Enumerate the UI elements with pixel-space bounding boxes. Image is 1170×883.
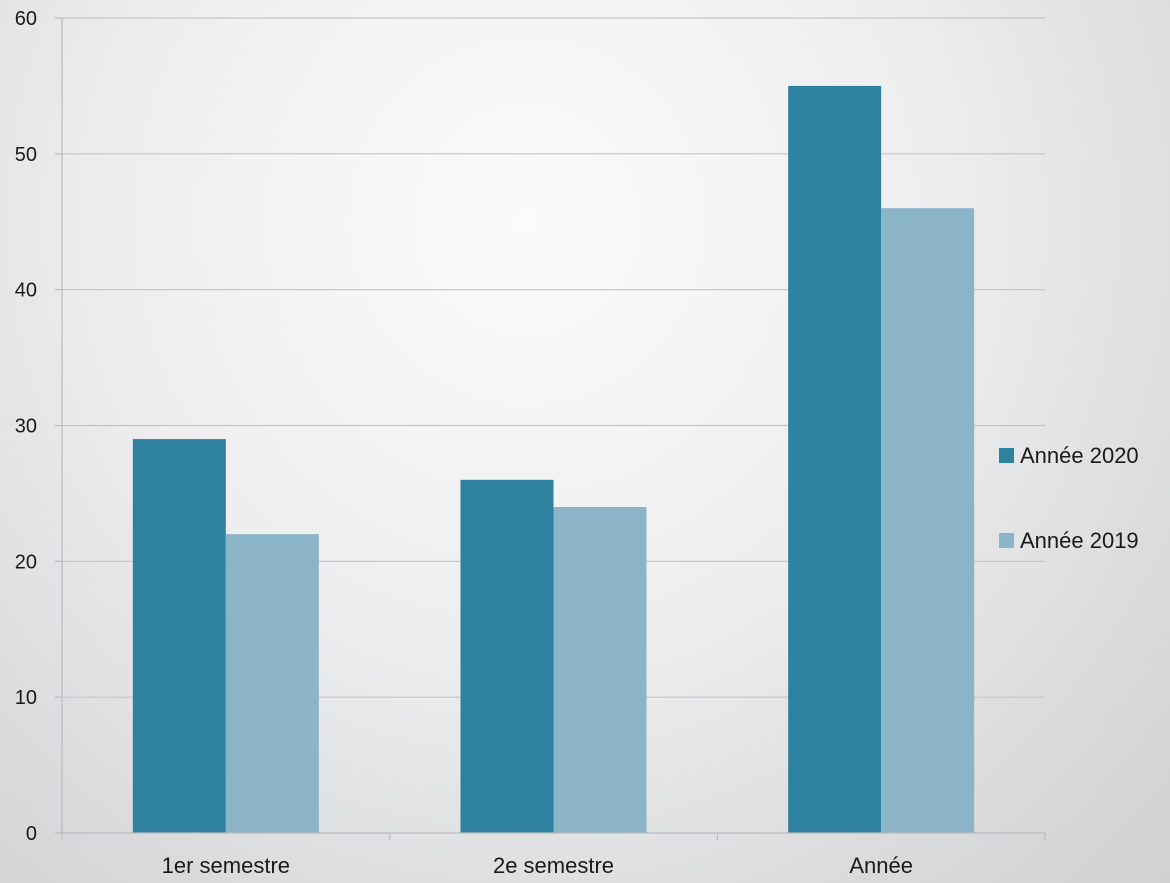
y-tick-label: 30 (15, 416, 37, 438)
legend-label-2: Année 2019 (1020, 528, 1139, 553)
y-axis-tick-labels: 0 10 20 30 40 50 60 (15, 8, 37, 845)
y-tick-label: 50 (15, 144, 37, 166)
bar-series-2-2 (554, 507, 647, 833)
legend-swatch-2 (999, 533, 1014, 548)
bar-series-2-3 (881, 208, 974, 833)
bar-series-1-3 (788, 86, 881, 833)
category-label: 2e semestre (493, 853, 614, 878)
bars (133, 86, 974, 833)
bar-series-1-2 (461, 480, 554, 833)
category-label: 1er semestre (162, 853, 290, 878)
category-label: Année (849, 853, 913, 878)
x-axis-category-labels: 1er semestre 2e semestre Année (162, 853, 913, 878)
legend-label-1: Année 2020 (1020, 443, 1139, 468)
bar-series-2-1 (226, 534, 319, 833)
legend: Année 2020 Année 2019 (999, 443, 1139, 553)
y-tick-label: 40 (15, 280, 37, 302)
legend-swatch-1 (999, 448, 1014, 463)
y-tick-label: 0 (26, 823, 37, 845)
y-tick-label: 20 (15, 551, 37, 573)
bar-series-1-1 (133, 439, 226, 833)
y-tick-label: 60 (15, 8, 37, 30)
y-tick-label: 10 (15, 687, 37, 709)
